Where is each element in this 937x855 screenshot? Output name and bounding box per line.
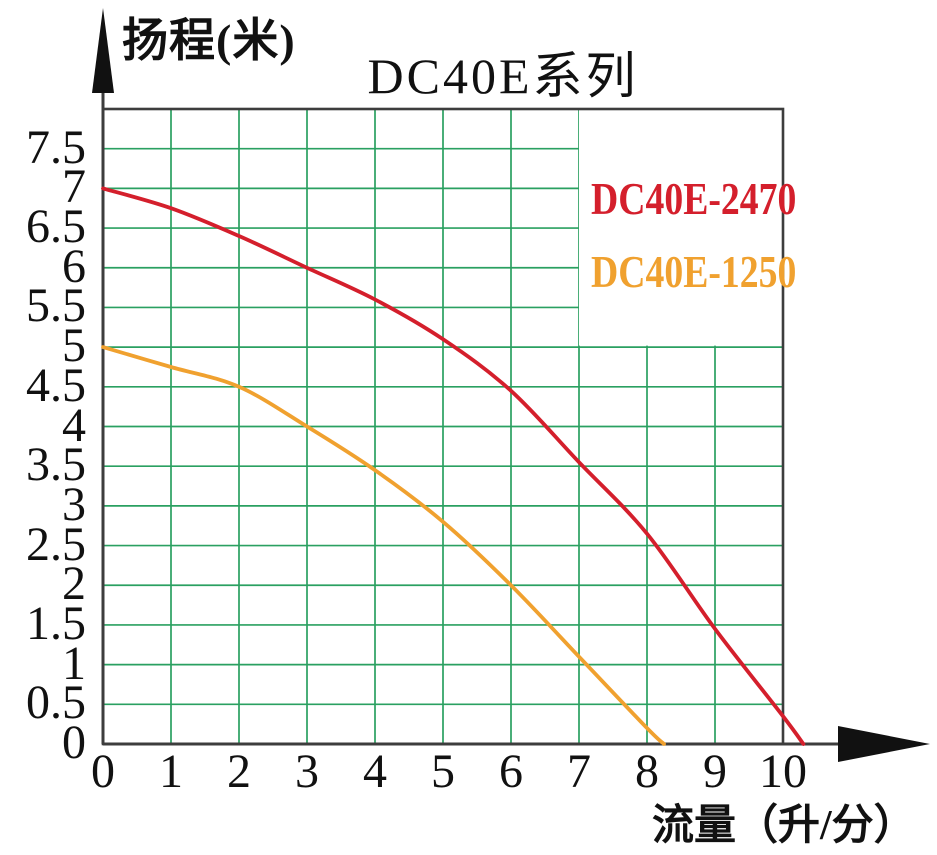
x-tick-label-6: 6 <box>499 745 523 798</box>
legend-label-dc40e-2470: DC40E-2470 <box>591 173 797 224</box>
y-tick-label-3.5: 3.5 <box>26 438 86 492</box>
x-tick-label-9: 9 <box>703 745 727 798</box>
y-tick-label-4: 4 <box>62 398 86 452</box>
x-tick-label-8: 8 <box>635 745 659 798</box>
y-tick-label-2.5: 2.5 <box>26 517 86 571</box>
y-axis-title: 扬程(米) <box>122 15 296 66</box>
x-tick-label-2: 2 <box>227 745 251 798</box>
y-tick-label-5: 5 <box>62 319 86 373</box>
x-axis-arrow-icon <box>838 726 930 762</box>
y-tick-label-7: 7 <box>62 160 86 214</box>
x-tick-label-1: 1 <box>159 745 183 798</box>
x-tick-label-5: 5 <box>431 745 455 798</box>
y-axis-arrow-icon <box>92 8 114 93</box>
legend-panel <box>579 109 783 346</box>
y-tick-label-4.5: 4.5 <box>26 358 86 412</box>
chart-title: DC40E系列 <box>367 48 639 104</box>
y-tick-label-6.5: 6.5 <box>26 200 86 254</box>
y-tick-label-1: 1 <box>62 636 86 690</box>
x-axis-title: 流量（升/分） <box>652 803 916 849</box>
x-tick-label-3: 3 <box>295 745 319 798</box>
y-tick-label-7.5: 7.5 <box>26 120 86 174</box>
legend-label-dc40e-1250: DC40E-1250 <box>591 246 797 297</box>
x-tick-label-4: 4 <box>363 745 387 798</box>
y-tick-label-5.5: 5.5 <box>26 279 86 333</box>
y-tick-label-0.5: 0.5 <box>26 676 86 730</box>
y-tick-label-2: 2 <box>62 557 86 611</box>
curve-DC40E-1250 <box>101 345 666 746</box>
x-tick-label-10: 10 <box>759 745 807 798</box>
y-tick-label-3: 3 <box>62 477 86 531</box>
curve-DC40E-2470 <box>101 186 806 746</box>
y-tick-label-1.5: 1.5 <box>26 596 86 650</box>
y-tick-label-6: 6 <box>62 239 86 293</box>
x-tick-label-0: 0 <box>91 745 115 798</box>
x-tick-label-7: 7 <box>567 745 591 798</box>
y-tick-label-0: 0 <box>62 716 86 770</box>
